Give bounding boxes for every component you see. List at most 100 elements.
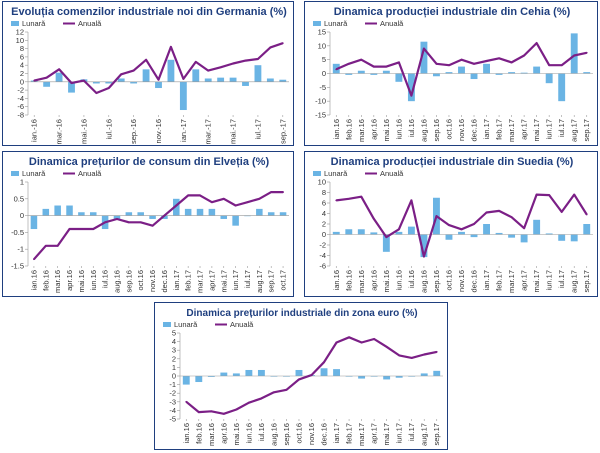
line-anuala	[33, 190, 284, 261]
bar-lunara	[370, 232, 378, 235]
x-tick-label: sep.16	[124, 270, 133, 293]
x-tick-label: mar.16	[357, 119, 366, 142]
point-anuala	[498, 209, 500, 212]
chart-svg-germany: Evoluția comenzilor industriale noi din …	[11, 6, 289, 144]
y-tick-label: 4	[322, 209, 326, 218]
bar-lunara	[68, 81, 75, 93]
point-anuala	[398, 354, 401, 357]
y-tick-label: -10	[315, 97, 326, 106]
x-tick-label: sep.17	[582, 119, 591, 142]
y-tick-label: -2	[17, 86, 24, 95]
point-anuala	[548, 64, 551, 67]
x-tick-label: apr.16	[369, 119, 378, 140]
y-tick-label: 6	[20, 52, 24, 61]
bar-lunara	[254, 65, 262, 82]
bar-lunara	[470, 73, 478, 80]
bar-lunara	[232, 373, 240, 376]
chart-title: Dinamica producției industriale din Cehi…	[334, 6, 571, 18]
legend-label-anuala: Anuală	[78, 19, 102, 28]
bar-lunara	[267, 212, 275, 216]
bar-lunara	[137, 212, 144, 216]
y-tick-label: -1.5	[11, 262, 24, 271]
point-anuala	[33, 258, 35, 261]
x-tick-label: iul.16	[257, 423, 266, 441]
y-tick-label: 15	[318, 28, 326, 37]
bar-lunara	[105, 81, 113, 84]
x-tick-label: sep.16	[432, 119, 441, 142]
x-tick-label: mai.16	[232, 423, 241, 446]
bar-lunara	[196, 208, 204, 216]
point-anuala	[360, 58, 363, 61]
x-tick-label: ian.16	[332, 119, 341, 139]
point-anuala	[44, 244, 47, 247]
point-anuala	[139, 221, 142, 224]
point-anuala	[360, 195, 363, 198]
x-tick-label: mai.-17	[229, 119, 238, 144]
bar-lunara	[92, 81, 100, 84]
x-tick-label: feb.17	[495, 119, 504, 140]
x-tick-label: mar.17	[507, 270, 516, 293]
point-anuala	[187, 194, 190, 197]
point-anuala	[473, 223, 475, 225]
bar-lunara	[220, 215, 228, 219]
x-tick-label: apr.17	[207, 270, 216, 291]
x-tick-label: sep.16	[282, 423, 291, 446]
bar-lunara	[545, 73, 553, 84]
bar-lunara	[395, 73, 403, 82]
legend-label-anuala: Anuală	[380, 169, 404, 178]
bar-lunara	[245, 369, 253, 376]
y-tick-label: 8	[322, 188, 326, 197]
bar-lunara	[149, 215, 156, 219]
bar-lunara	[295, 369, 303, 376]
chart-title: Evoluția comenzilor industriale noi din …	[11, 6, 287, 18]
point-anuala	[182, 77, 185, 80]
y-tick-label: -4	[17, 94, 24, 103]
point-anuala	[535, 193, 538, 196]
x-tick-label: dec.16	[470, 270, 479, 293]
point-anuala	[435, 351, 438, 353]
point-anuala	[270, 191, 273, 193]
point-anuala	[132, 69, 135, 72]
bar-lunara	[420, 234, 428, 258]
bar-lunara	[445, 72, 453, 74]
point-anuala	[373, 338, 376, 340]
y-tick-label: 2	[20, 69, 24, 78]
point-anuala	[385, 236, 388, 239]
x-tick-label: apr.16	[369, 270, 378, 291]
point-anuala	[175, 204, 178, 207]
legend-label-anuala: Anuală	[230, 320, 254, 329]
point-anuala	[194, 60, 197, 63]
chart-title: Dinamica producției industriale din Sued…	[331, 156, 574, 168]
point-anuala	[585, 51, 588, 54]
legend-label-lunara: Lunară	[324, 169, 348, 178]
bar-lunara	[207, 376, 215, 377]
x-tick-label: aug.16	[419, 270, 428, 293]
x-tick-label: feb.17	[345, 423, 354, 444]
y-tick-label: -5	[319, 83, 326, 92]
point-anuala	[246, 201, 249, 204]
x-tick-label: apr.16	[65, 270, 74, 291]
x-tick-label: mai.16	[77, 270, 86, 293]
y-tick-label: 0	[322, 230, 326, 239]
x-tick-label: dec.16	[320, 423, 329, 446]
bar-lunara	[345, 229, 353, 235]
point-anuala	[348, 336, 350, 339]
y-tick-label: -4	[169, 406, 176, 415]
x-tick-label: sep.-17	[278, 119, 287, 144]
point-anuala	[347, 62, 350, 65]
bar-lunara	[30, 215, 38, 230]
legend-label-lunara: Lunară	[22, 19, 46, 28]
point-anuala	[210, 201, 213, 204]
point-anuala	[58, 68, 60, 71]
bar-lunara	[570, 234, 578, 242]
bar-lunara	[583, 72, 591, 74]
point-anuala	[219, 66, 222, 69]
x-tick-label: apr.16	[219, 423, 228, 444]
bar-lunara	[357, 229, 365, 235]
point-anuala	[347, 197, 350, 200]
point-anuala	[45, 76, 48, 79]
point-anuala	[56, 244, 59, 247]
y-tick-label: -2	[169, 389, 176, 398]
bar-lunara	[332, 231, 340, 235]
point-anuala	[335, 341, 338, 344]
